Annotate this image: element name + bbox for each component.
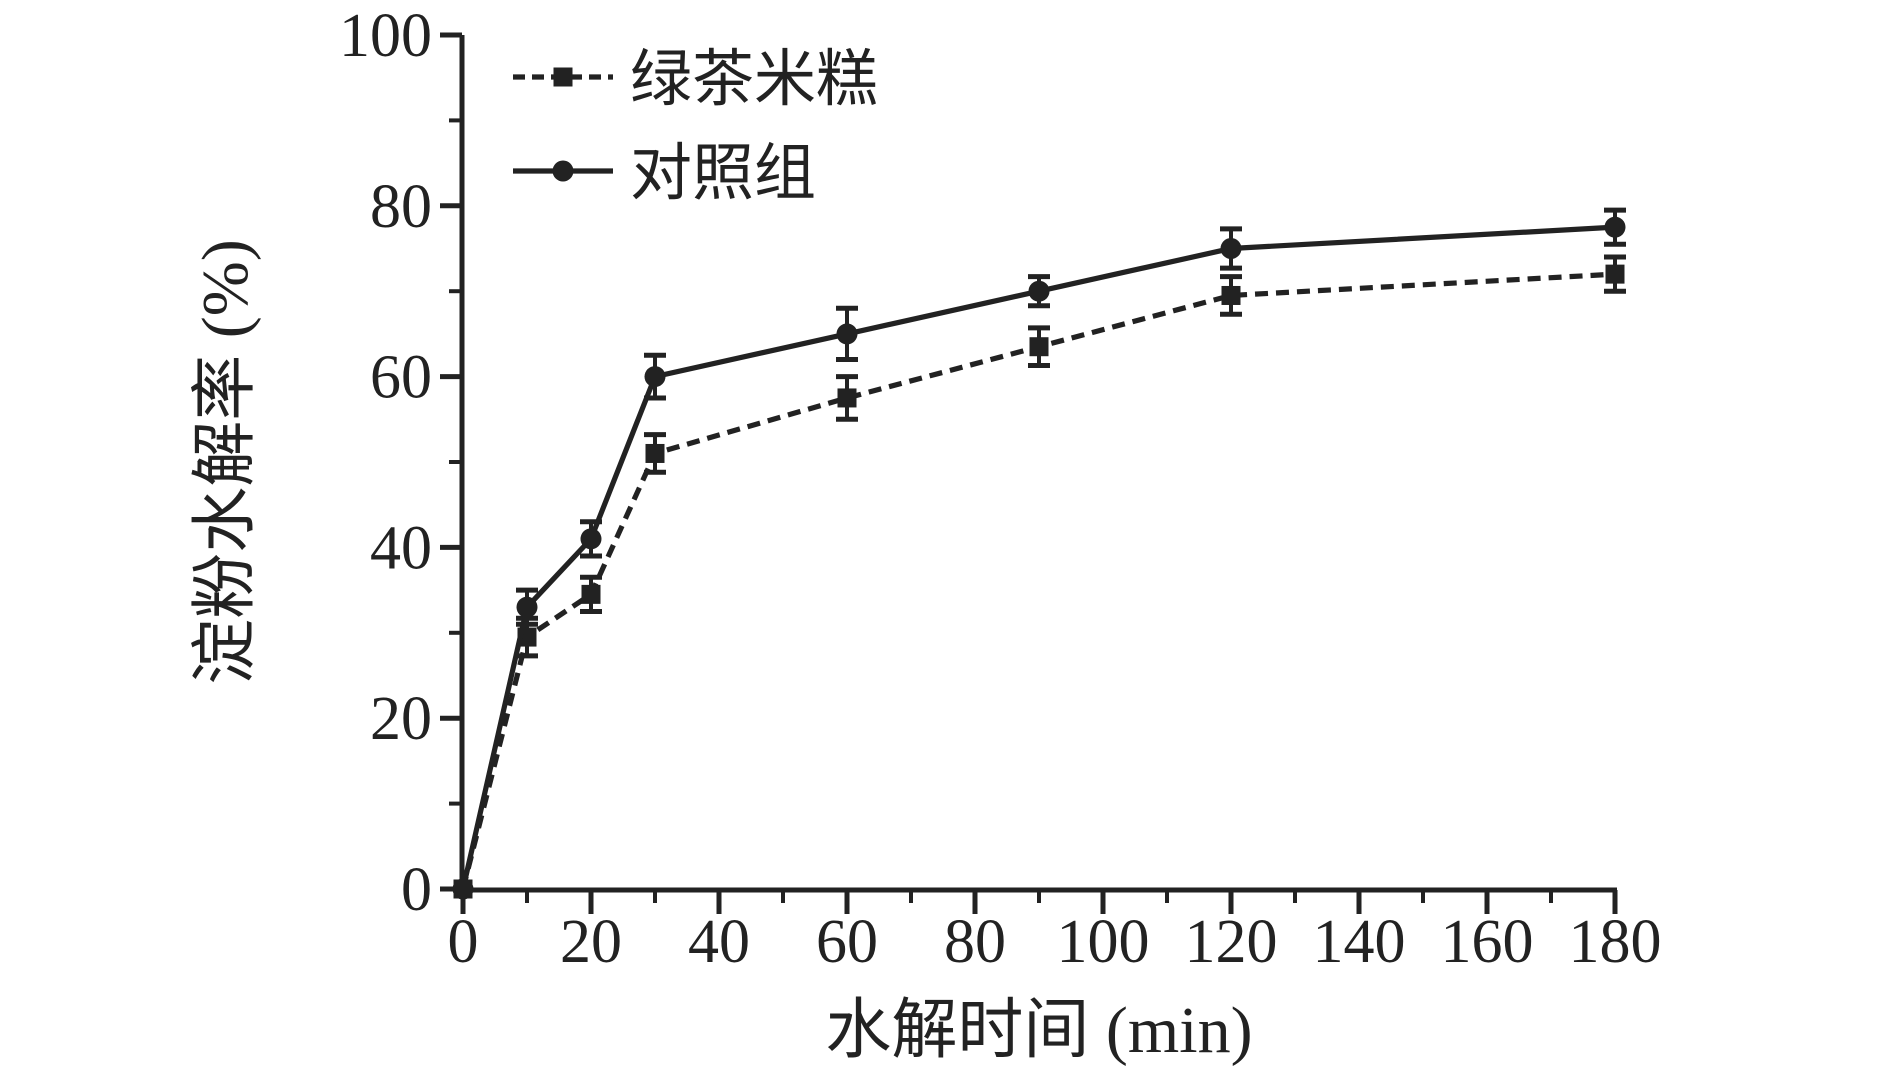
x-tick-label: 40 bbox=[688, 908, 750, 976]
x-tick-label: 0 bbox=[448, 908, 479, 976]
data-point-square bbox=[553, 67, 573, 87]
data-point-square bbox=[645, 443, 665, 463]
data-point-circle bbox=[1028, 280, 1050, 302]
series-control-group bbox=[452, 207, 1626, 900]
x-tick-label: 180 bbox=[1569, 908, 1662, 976]
series-line-control-group bbox=[460, 224, 1616, 890]
legend-label-control-group: 对照组 bbox=[630, 140, 816, 208]
data-point-circle bbox=[580, 528, 602, 550]
x-tick-label: 140 bbox=[1313, 908, 1406, 976]
x-tick-label: 80 bbox=[944, 908, 1006, 976]
y-tick-label: 80 bbox=[370, 173, 432, 241]
legend bbox=[513, 67, 613, 182]
y-axis-ticks bbox=[440, 32, 462, 892]
data-point-circle bbox=[836, 323, 858, 345]
y-tick-label: 40 bbox=[370, 514, 432, 582]
x-tick-labels: 0 20 40 60 80 100 120 140 160 180 bbox=[448, 908, 1662, 976]
y-tick-label: 60 bbox=[370, 344, 432, 412]
y-axis-title: 淀粉水解率 (%) bbox=[189, 239, 262, 684]
series-line-green-tea-rice-cake bbox=[460, 271, 1616, 890]
data-point-square bbox=[1605, 264, 1625, 284]
x-tick-label: 60 bbox=[816, 908, 878, 976]
x-tick-label: 20 bbox=[560, 908, 622, 976]
x-tick-label: 100 bbox=[1057, 908, 1150, 976]
data-point-square bbox=[1029, 337, 1049, 357]
data-point-square bbox=[1221, 285, 1241, 305]
x-axis-ticks bbox=[460, 890, 1618, 914]
data-point-square bbox=[837, 388, 857, 408]
data-point-circle bbox=[452, 878, 474, 900]
data-point-square bbox=[581, 584, 601, 604]
data-point-circle bbox=[1604, 216, 1626, 238]
y-tick-label: 0 bbox=[401, 856, 432, 924]
data-point-circle bbox=[552, 160, 574, 182]
x-axis-title: 水解时间 (min) bbox=[825, 994, 1252, 1067]
y-tick-labels: 0 20 40 60 80 100 bbox=[339, 2, 432, 924]
data-point-circle bbox=[516, 596, 538, 618]
data-point-circle bbox=[644, 366, 666, 388]
legend-label-green-tea-rice-cake: 绿茶米糕 bbox=[630, 46, 878, 114]
x-tick-label: 120 bbox=[1185, 908, 1278, 976]
y-tick-label: 20 bbox=[370, 685, 432, 753]
series-green-tea-rice-cake bbox=[453, 254, 1626, 899]
y-tick-label: 100 bbox=[339, 2, 432, 70]
data-point-circle bbox=[1220, 238, 1242, 259]
x-tick-label: 160 bbox=[1441, 908, 1534, 976]
